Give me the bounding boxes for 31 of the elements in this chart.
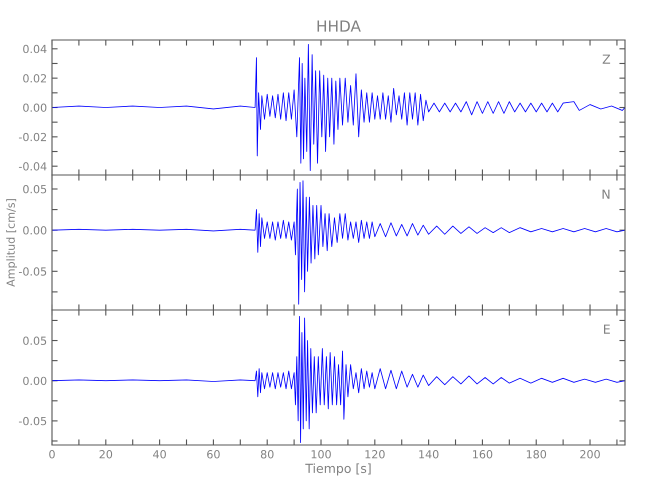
x-tick-label: 180 bbox=[526, 450, 546, 458]
y-tick-label: 0.00 bbox=[23, 226, 46, 235]
y-tick-label: 0.00 bbox=[23, 103, 46, 112]
x-tick-label: 200 bbox=[580, 450, 600, 458]
text: E bbox=[604, 324, 610, 334]
y-tick-label: 0.02 bbox=[23, 74, 46, 83]
x-tick-label: 0 bbox=[49, 450, 55, 458]
x-tick-label: 160 bbox=[473, 450, 492, 458]
x-tick-label: 80 bbox=[260, 450, 274, 458]
y-tick-label: 0.05 bbox=[23, 184, 46, 194]
x-tick-label: 140 bbox=[419, 450, 438, 458]
y-tick-label: 0.05 bbox=[23, 336, 46, 345]
text: Z bbox=[602, 54, 610, 64]
x-tick-label: 100 bbox=[312, 450, 331, 458]
line-series bbox=[52, 180, 625, 305]
x-tick-label: 120 bbox=[365, 450, 385, 458]
y-tick-label: 0.00 bbox=[23, 376, 46, 386]
y-tick-label: 0.04 bbox=[23, 44, 47, 54]
x-tick-label: 20 bbox=[100, 450, 112, 458]
x-tick-label: 60 bbox=[207, 450, 220, 458]
y-axis-title: Amplitud [cm/s] bbox=[6, 199, 17, 287]
line-series bbox=[52, 44, 625, 172]
y-tick-label: -0.05 bbox=[18, 416, 46, 426]
x-axis-title: Tiempo [s] bbox=[305, 463, 371, 476]
line-series bbox=[52, 316, 625, 444]
chart-title: HHDA bbox=[318, 20, 361, 32]
y-tick-label: -0.04 bbox=[18, 162, 47, 171]
y-tick-label: -0.02 bbox=[18, 132, 46, 142]
text: N bbox=[602, 190, 610, 199]
x-tick-label: 40 bbox=[153, 450, 166, 458]
y-tick-label: -0.05 bbox=[18, 267, 46, 276]
